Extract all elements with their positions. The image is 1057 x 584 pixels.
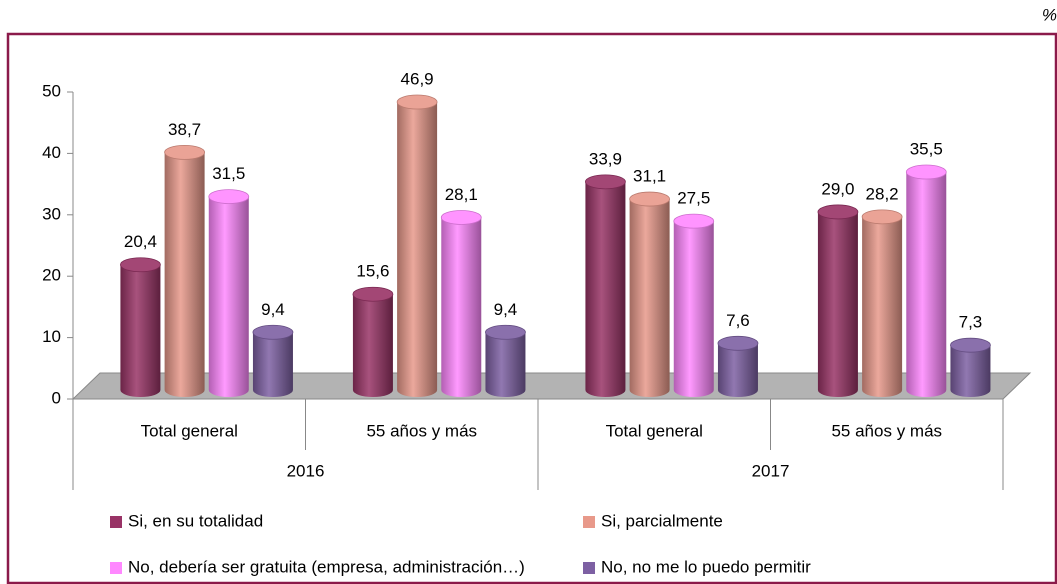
- bar: [950, 345, 991, 397]
- group-label: 2016: [287, 461, 325, 480]
- bar: [485, 332, 526, 397]
- bar-top: [817, 204, 859, 220]
- bar-top: [673, 213, 715, 229]
- value-label: 15,6: [356, 262, 389, 281]
- value-label: 7,6: [726, 311, 750, 330]
- value-label: 27,5: [677, 189, 710, 208]
- value-label: 28,1: [445, 185, 478, 204]
- value-label: 38,7: [168, 120, 201, 139]
- floor: [71, 372, 1032, 400]
- x-tick-label: Total general: [606, 421, 703, 440]
- y-tick-label: 10: [42, 327, 61, 346]
- legend-label: Si, parcialmente: [601, 511, 723, 530]
- bar: [817, 211, 858, 397]
- y-tick-label: 20: [42, 266, 61, 285]
- y-tick-label: 50: [42, 81, 61, 100]
- value-label: 28,2: [866, 184, 899, 203]
- bar-top: [585, 174, 626, 190]
- legend-label: Si, en su totalidad: [128, 511, 263, 530]
- bar: [397, 102, 438, 397]
- group-label: 2017: [752, 461, 790, 480]
- bar: [352, 294, 393, 397]
- value-label: 29,0: [821, 179, 854, 198]
- legend-swatch: [110, 562, 122, 574]
- bar-top: [252, 324, 294, 340]
- value-label: 35,5: [910, 140, 943, 159]
- x-tick-label: 55 años y más: [366, 421, 477, 440]
- bar-top: [861, 209, 903, 225]
- bar-top: [629, 191, 670, 207]
- bar: [208, 196, 249, 397]
- bar: [585, 181, 626, 397]
- bar-top: [208, 189, 250, 204]
- bar-top: [396, 94, 438, 110]
- bar: [629, 199, 670, 397]
- value-label: 31,5: [212, 164, 245, 183]
- bar: [120, 264, 161, 397]
- value-label: 9,4: [494, 300, 518, 319]
- x-tick-label: 55 años y más: [831, 421, 942, 440]
- bar: [862, 216, 903, 397]
- legend-swatch: [583, 562, 595, 574]
- unit-label: %: [1042, 5, 1057, 24]
- value-label: 33,9: [589, 149, 622, 168]
- y-tick-label: 30: [42, 204, 61, 223]
- legend-label: No, no me lo puedo permitir: [601, 557, 811, 576]
- bar-top: [905, 164, 947, 180]
- y-tick-label: 40: [42, 143, 61, 162]
- value-label: 9,4: [261, 300, 285, 319]
- bar-top: [352, 286, 394, 302]
- bar-top: [485, 324, 526, 340]
- y-tick-label: 0: [52, 388, 61, 407]
- x-tick-label: Total general: [141, 421, 238, 440]
- value-label: 20,4: [124, 232, 157, 251]
- bar-top: [120, 257, 161, 273]
- bar-top: [440, 210, 482, 225]
- bar: [717, 343, 758, 397]
- value-label: 31,1: [633, 167, 666, 186]
- bar: [441, 217, 482, 397]
- bar-top: [164, 144, 206, 160]
- bar-top: [717, 335, 759, 351]
- bar: [252, 332, 293, 397]
- bar-top: [950, 337, 991, 353]
- value-label: 7,3: [959, 313, 983, 332]
- value-label: 46,9: [401, 70, 434, 89]
- bar: [906, 172, 947, 397]
- legend-swatch: [110, 516, 122, 528]
- legend-swatch: [583, 516, 595, 528]
- bar: [673, 221, 714, 397]
- legend-label: No, debería ser gratuita (empresa, admin…: [128, 557, 525, 576]
- bar: [164, 152, 205, 397]
